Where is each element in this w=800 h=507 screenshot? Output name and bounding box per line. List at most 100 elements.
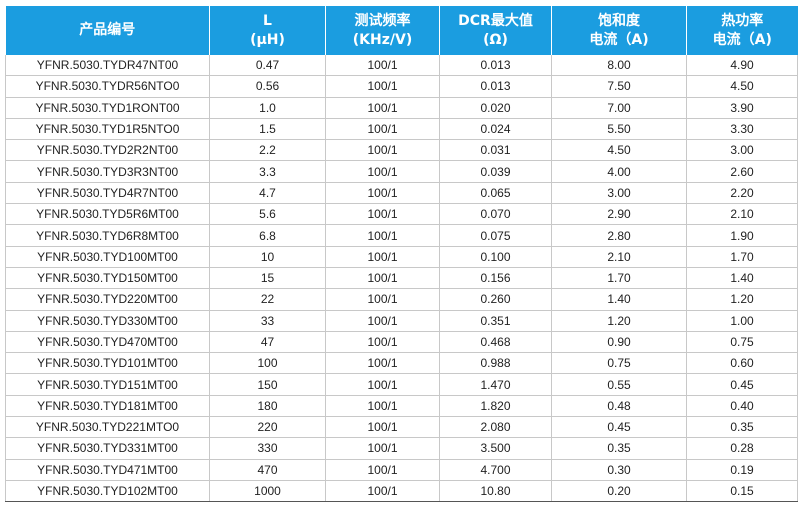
- cell-dcr-max: 0.260: [439, 288, 552, 311]
- table-row: YFNR.5030.TYD102MT00 1000 100/1 10.80 0.20 0.…: [5, 480, 798, 503]
- cell-inductance: 100: [209, 352, 326, 375]
- table-row: YFNR.5030.TYD1RONT00 1.0 100/1 0.020 7.00 3.9…: [5, 97, 798, 119]
- cell-test-frequency: 100/1: [325, 437, 440, 460]
- cell-saturation-current: 0.75: [551, 352, 687, 375]
- cell-thermal-current: 2.20: [686, 182, 798, 205]
- cell-part-number: YFNR.5030.TYD181MT00: [5, 395, 210, 418]
- table-row: YFNR.5030.TYD331MT00 330 100/1 3.500 0.35 0.2…: [5, 437, 798, 460]
- cell-dcr-max: 0.100: [439, 246, 552, 268]
- header-text: (KHz/V): [352, 31, 413, 48]
- cell-dcr-max: 1.470: [439, 373, 552, 396]
- cell-inductance: 47: [209, 331, 326, 354]
- cell-dcr-max: 10.80: [439, 480, 552, 503]
- cell-inductance: 1.0: [209, 97, 326, 119]
- header-text: 电流（A): [712, 31, 772, 48]
- cell-part-number: YFNR.5030.TYD5R6MT00: [5, 203, 210, 226]
- cell-test-frequency: 100/1: [325, 224, 440, 247]
- cell-saturation-current: 2.80: [551, 224, 687, 247]
- cell-thermal-current: 2.60: [686, 160, 798, 183]
- cell-inductance: 180: [209, 395, 326, 418]
- cell-inductance: 5.6: [209, 203, 326, 226]
- cell-part-number: YFNR.5030.TYD6R8MT00: [5, 224, 210, 247]
- cell-part-number: YFNR.5030.TYD331MT00: [5, 437, 210, 460]
- header-text: 热功率: [721, 12, 764, 29]
- cell-dcr-max: 0.351: [439, 310, 552, 332]
- cell-part-number: YFNR.5030.TYD3R3NT00: [5, 160, 210, 183]
- cell-inductance: 10: [209, 246, 326, 268]
- cell-saturation-current: 0.20: [551, 480, 687, 503]
- cell-thermal-current: 4.90: [686, 55, 798, 77]
- table-row: YFNR.5030.TYD470MT00 47 100/1 0.468 0.90 0.75: [5, 331, 798, 354]
- header-text: DCR最大值: [458, 12, 533, 29]
- cell-thermal-current: 4.50: [686, 75, 798, 98]
- table-row: YFNR.5030.TYD471MT00 470 100/1 4.700 0.30 0.1…: [5, 459, 798, 481]
- cell-dcr-max: 0.013: [439, 75, 552, 98]
- cell-test-frequency: 100/1: [325, 267, 440, 290]
- cell-dcr-max: 0.013: [439, 55, 552, 77]
- cell-saturation-current: 7.00: [551, 97, 687, 119]
- cell-part-number: YFNR.5030.TYD102MT00: [5, 480, 210, 503]
- cell-saturation-current: 1.20: [551, 310, 687, 332]
- inductor-spec-table: 产品编号 L (µH) 测试频率 (KHz/V) DCR最大值 (Ω) 饱和度电流（A) 热功率…: [5, 6, 798, 503]
- cell-part-number: YFNR.5030.TYDR47NT00: [5, 55, 210, 77]
- cell-part-number: YFNR.5030.TYD1RONT00: [5, 97, 210, 119]
- cell-inductance: 470: [209, 459, 326, 481]
- header-text: L: [263, 12, 272, 29]
- cell-inductance: 220: [209, 416, 326, 439]
- cell-thermal-current: 3.30: [686, 118, 798, 141]
- cell-test-frequency: 100/1: [325, 160, 440, 183]
- cell-saturation-current: 8.00: [551, 55, 687, 77]
- cell-test-frequency: 100/1: [325, 480, 440, 503]
- cell-saturation-current: 5.50: [551, 118, 687, 141]
- cell-saturation-current: 3.00: [551, 182, 687, 205]
- cell-test-frequency: 100/1: [325, 395, 440, 418]
- cell-part-number: YFNR.5030.TYDR56NTO0: [5, 75, 210, 98]
- cell-thermal-current: 1.20: [686, 288, 798, 311]
- table-row: YFNR.5030.TYD2R2NT00 2.2 100/1 0.031 4.50 3.0…: [5, 139, 798, 162]
- cell-part-number: YFNR.5030.TYD470MT00: [5, 331, 210, 354]
- cell-part-number: YFNR.5030.TYD101MT00: [5, 352, 210, 375]
- table-row: YFNR.5030.TYDR47NT00 0.47 100/1 0.013 8.00 4.…: [5, 55, 798, 77]
- cell-saturation-current: 1.70: [551, 267, 687, 290]
- table-row: YFNR.5030.TYD101MT00 100 100/1 0.988 0.75 0.6…: [5, 352, 798, 375]
- cell-thermal-current: 1.40: [686, 267, 798, 290]
- cell-thermal-current: 1.90: [686, 224, 798, 247]
- cell-thermal-current: 0.35: [686, 416, 798, 439]
- cell-thermal-current: 2.10: [686, 203, 798, 226]
- cell-part-number: YFNR.5030.TYD1R5NTO0: [5, 118, 210, 141]
- cell-test-frequency: 100/1: [325, 203, 440, 226]
- cell-thermal-current: 0.60: [686, 352, 798, 375]
- header-test-frequency: 测试频率 (KHz/V): [325, 6, 440, 55]
- cell-test-frequency: 100/1: [325, 352, 440, 375]
- header-part-number: 产品编号: [5, 6, 210, 55]
- table-row: YFNR.5030.TYDR56NTO0 0.56 100/1 0.013 7.50 4.…: [5, 75, 798, 98]
- table-row: YFNR.5030.TYD100MT00 10 100/1 0.100 2.10 1.70: [5, 246, 798, 268]
- cell-test-frequency: 100/1: [325, 55, 440, 77]
- cell-saturation-current: 2.90: [551, 203, 687, 226]
- table-row: YFNR.5030.TYD220MT00 22 100/1 0.260 1.40 1.20: [5, 288, 798, 311]
- cell-dcr-max: 0.039: [439, 160, 552, 183]
- cell-dcr-max: 0.070: [439, 203, 552, 226]
- cell-test-frequency: 100/1: [325, 459, 440, 481]
- table-row: YFNR.5030.TYD1R5NTO0 1.5 100/1 0.024 5.50 3.3…: [5, 118, 798, 141]
- table-row: YFNR.5030.TYD221MTO0 220 100/1 2.080 0.45 0.3…: [5, 416, 798, 439]
- cell-thermal-current: 0.15: [686, 480, 798, 503]
- cell-saturation-current: 0.55: [551, 373, 687, 396]
- header-inductance: L (µH): [209, 6, 326, 55]
- cell-part-number: YFNR.5030.TYD100MT00: [5, 246, 210, 268]
- table-row: YFNR.5030.TYD150MT00 15 100/1 0.156 1.70 1.40: [5, 267, 798, 290]
- header-text: 饱和度: [598, 12, 640, 29]
- header-row: 产品编号 L (µH) 测试频率 (KHz/V) DCR最大值 (Ω) 饱和度电流（A) 热功率…: [5, 6, 798, 55]
- cell-saturation-current: 4.50: [551, 139, 687, 162]
- cell-saturation-current: 0.35: [551, 437, 687, 460]
- cell-test-frequency: 100/1: [325, 288, 440, 311]
- cell-saturation-current: 0.48: [551, 395, 687, 418]
- cell-test-frequency: 100/1: [325, 246, 440, 268]
- cell-thermal-current: 1.00: [686, 310, 798, 332]
- cell-dcr-max: 1.820: [439, 395, 552, 418]
- cell-part-number: YFNR.5030.TYD151MT00: [5, 373, 210, 396]
- header-text: (Ω): [483, 31, 508, 48]
- cell-part-number: YFNR.5030.TYD220MT00: [5, 288, 210, 311]
- cell-test-frequency: 100/1: [325, 97, 440, 119]
- table-row: YFNR.5030.TYD181MT00 180 100/1 1.820 0.48 0.4…: [5, 395, 798, 418]
